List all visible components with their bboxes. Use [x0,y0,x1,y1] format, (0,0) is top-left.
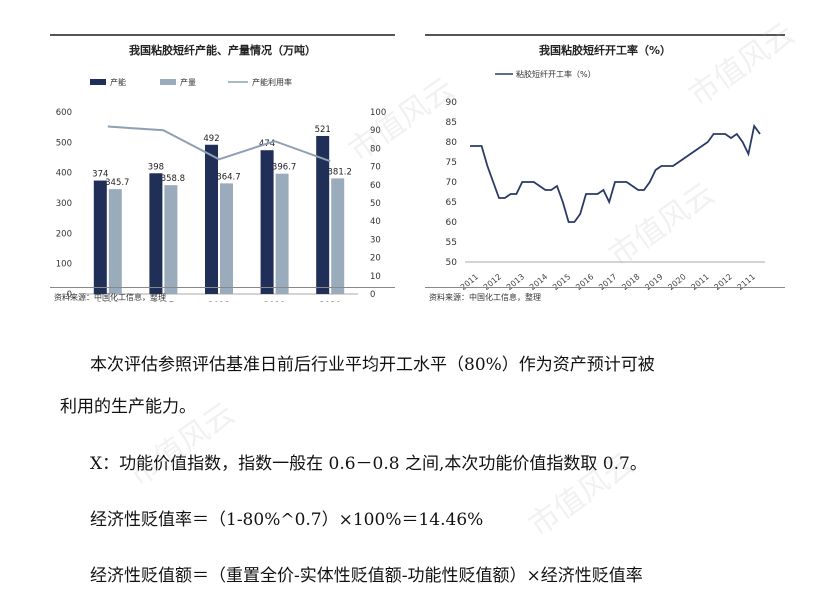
x-axis-tick-label: 2016 [97,301,119,302]
y-axis-tick-label: 200 [56,229,72,239]
bar-capacity [205,144,218,294]
paragraph-2: X：功能价值指数，指数一般在 0.6－0.8 之间,本次功能价值指数取 0.7。 [90,454,647,474]
left-chart-svg: 产能 产量 产能利用率6005004003002001000100908070605… [56,77,386,302]
x-axis-tick-label: 2019 [643,272,664,292]
legend-swatch [160,79,176,85]
y-axis-tick-label: 80 [446,138,458,148]
paragraph-1-line-2: 利用的生产能力。 [60,397,196,417]
x-axis-tick-label: 2011 [689,272,710,292]
y-axis-tick-label: 50 [446,258,458,268]
operating-rate-line [470,123,761,223]
x-axis-tick-label: 2018 [620,272,641,292]
right-chart-top-rule [425,34,785,36]
bar-capacity [149,173,163,294]
left-chart-top-rule [50,34,395,36]
y-axis-tick-label: 75 [446,158,457,168]
legend-label: 产能利用率 [252,77,292,87]
left-chart-panel: 我国粘胶短纤产能、产量情况（万吨） 产能 产量 产能利用率 600 500 400 300 2… [50,34,395,304]
data-label-capacity: 521 [315,125,331,135]
x-axis-tick-label: 2015 [551,272,572,292]
bar-output [220,183,233,294]
y-axis-tick-label: 85 [446,118,457,128]
bar-capacity [93,180,107,294]
y2-axis-tick-label: 100 [370,108,386,118]
y2-axis-tick-label: 40 [370,217,381,227]
paragraph-3: 经济性贬值率＝（1-80%^0.7）×100%＝14.46% [90,510,484,530]
utilization-line [107,125,331,163]
x-axis-tick-label: 2014 [528,272,549,292]
left-chart-bottom-rule [50,287,395,288]
y2-axis-tick-label: 0 [370,290,375,300]
x-axis-tick-label: 2016 [574,272,595,292]
y-axis-tick-label: 65 [446,198,457,208]
legend-label: 产能 [110,77,126,87]
x-axis-tick-label: 2020 [666,272,687,292]
y-axis-tick-label: 0 [67,290,72,300]
x-axis-tick-label: 2012 [713,272,734,292]
x-axis-tick-label: 2019 [264,301,286,302]
data-label-capacity: 374 [92,170,108,180]
legend-label: 粘胶短纤开工率（%） [516,69,596,79]
bar-output [108,189,122,294]
y2-axis-tick-label: 30 [370,235,381,245]
y-axis-tick-label: 400 [56,169,72,179]
y-axis-tick-label: 60 [446,218,458,228]
right-chart-bottom-rule [425,287,785,288]
legend-swatch [90,79,106,85]
paragraph-4: 经济性贬值额＝（重置全价-实体性贬值额-功能性贬值额）×经济性贬值率 [90,566,643,586]
y2-axis-tick-label: 70 [370,163,381,173]
y-axis-tick-label: 600 [56,108,72,118]
bar-capacity [316,135,330,294]
left-chart-title: 我国粘胶短纤产能、产量情况（万吨） [129,44,316,57]
x-axis-tick-label: 2013 [505,272,526,292]
right-chart-title: 我国粘胶短纤开工率（%） [538,44,672,57]
y2-axis-tick-label: 10 [370,272,381,282]
right-chart-source: 资料来源：中国化工信息，整理 [429,293,541,302]
x-axis-tick-label: 2018 [208,301,230,302]
y2-axis-tick-label: 80 [370,144,381,154]
paragraph-1-line-1: 本次评估参照评估基准日前后行业平均开工水平（80%）作为资产预计可被 [90,355,655,375]
data-label-capacity: 398 [148,162,164,172]
x-axis-tick-label: 2011 [459,272,480,292]
x-axis-tick-label: 2017 [153,301,175,302]
data-label-capacity: 492 [203,134,219,144]
bar-output [331,178,345,294]
y2-axis-tick-label: 60 [370,181,381,191]
data-label-output: 364.7 [216,172,240,182]
data-label-output: 381.2 [328,167,352,177]
data-label-output: 358.8 [161,174,185,184]
x-axis-tick-label: 2012 [482,272,503,292]
x-axis-tick-label: 2020 [319,301,341,302]
data-label-output: 345.7 [105,178,129,188]
left-chart-source: 资料来源：中国化工信息，整理 [54,293,166,302]
data-label-output: 396.7 [272,163,296,173]
y2-axis-tick-label: 20 [370,254,381,264]
y-axis-tick-label: 70 [446,178,458,188]
legend-label: 产量 [180,77,196,87]
y-axis-tick-label: 300 [56,199,72,209]
y2-axis-tick-label: 50 [370,199,381,209]
x-axis-tick-label: 2111 [736,272,757,292]
bar-output [275,173,289,294]
y-axis-tick-label: 500 [56,138,72,148]
y-axis-tick-label: 90 [446,98,458,108]
right-chart-panel: 我国粘胶短纤开工率（%） 粘胶短纤开工率（%） 90 85 80 75 70 65 60 55 5… [425,34,785,304]
bar-capacity [260,150,274,294]
y-axis-tick-label: 100 [56,260,72,270]
y2-axis-tick-label: 90 [370,126,381,136]
bar-output [164,185,178,294]
x-axis-tick-label: 2017 [597,272,618,292]
y-axis-tick-label: 55 [446,238,457,248]
